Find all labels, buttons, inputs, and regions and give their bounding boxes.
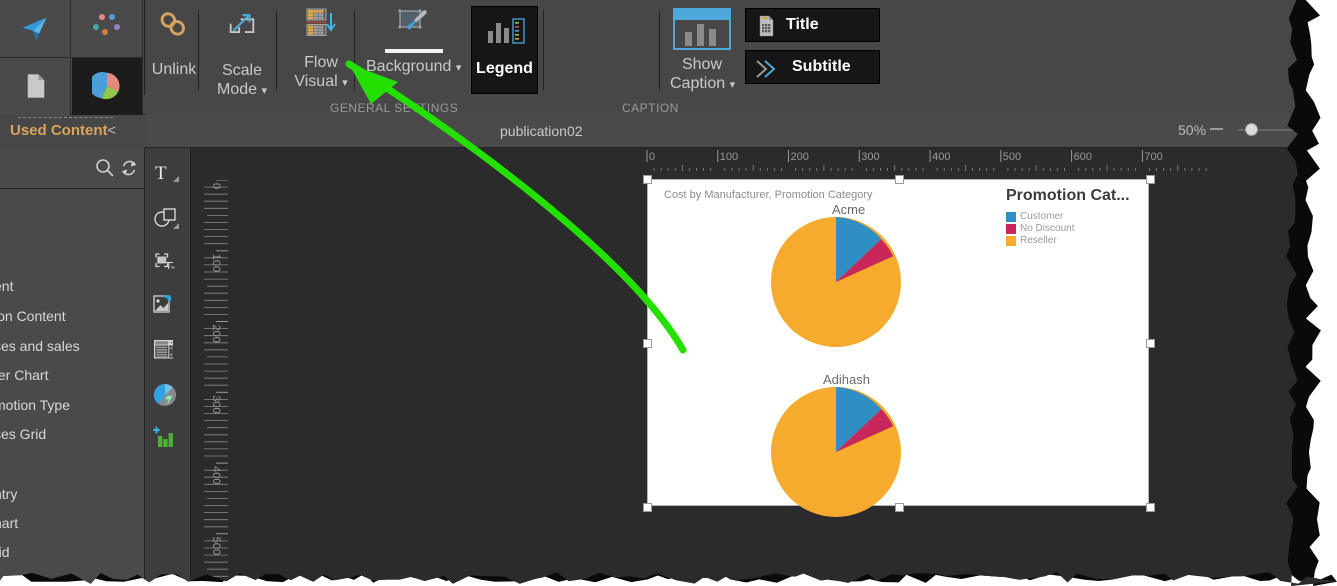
svg-text:300: 300 <box>210 395 222 413</box>
svg-text:500: 500 <box>1003 151 1021 163</box>
svg-text:300: 300 <box>861 151 879 163</box>
svg-text:500: 500 <box>210 537 222 555</box>
svg-text:100: 100 <box>720 151 738 163</box>
svg-text:T: T <box>155 163 167 184</box>
svg-text:0: 0 <box>210 183 222 189</box>
svg-text:400: 400 <box>932 151 950 163</box>
svg-text:100: 100 <box>210 254 222 272</box>
svg-text:0: 0 <box>649 151 655 163</box>
svg-text:400: 400 <box>210 466 222 484</box>
svg-text:200: 200 <box>210 325 222 343</box>
svg-text:700: 700 <box>1144 151 1162 163</box>
svg-text:200: 200 <box>791 151 809 163</box>
svg-text:600: 600 <box>1074 151 1092 163</box>
